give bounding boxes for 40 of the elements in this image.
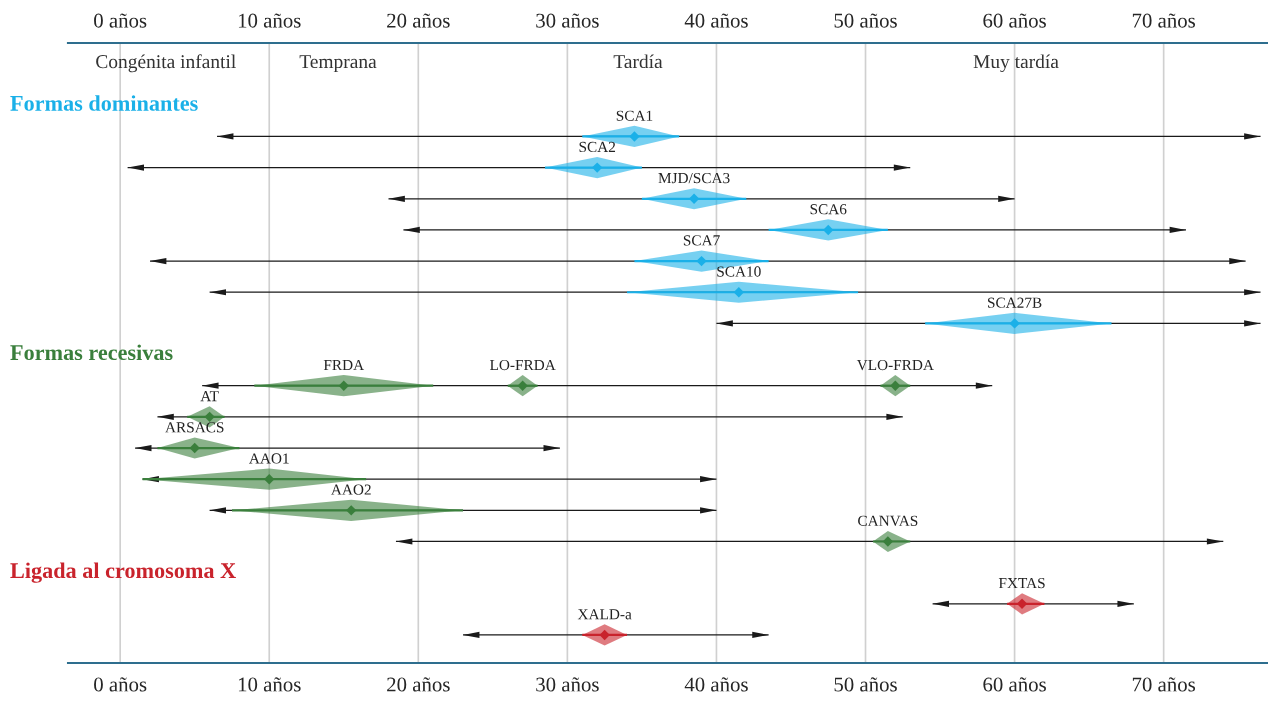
x2-tick-label: 50 años: [834, 13, 897, 28]
series-label: VLO-FRDA: [856, 359, 934, 371]
x2-tick-label: 70 años: [1132, 13, 1196, 28]
x-tick-label: 60 años: [983, 677, 1046, 692]
y-tick-label: AAO2: [331, 484, 371, 495]
x-tick-label: 10 años: [238, 677, 301, 692]
x2-tick-label: 10 años: [238, 13, 301, 28]
text: Ligada al cromosoma X: [10, 562, 236, 583]
x-tick-label: 30 años: [536, 677, 599, 692]
x-tick-label: 40 años: [684, 677, 748, 692]
x2-tick-label: 40 años: [684, 13, 748, 28]
x2-tick-label: 60 años: [983, 13, 1046, 28]
text: Formas dominantes: [10, 95, 198, 111]
x-tick-label: 20 años: [387, 677, 450, 692]
y-tick-label: FRDA: [323, 359, 365, 371]
text: Muy tardía: [973, 54, 1059, 73]
series-label: LO-FRDA: [489, 359, 556, 371]
y-tick-label: SCA6: [810, 204, 847, 215]
x2-tick-label: 30 años: [536, 13, 599, 28]
text: Temprana: [299, 55, 377, 73]
y-tick-label: SCA2: [579, 141, 616, 153]
y-tick-label: ARSACS: [165, 422, 224, 433]
y-tick-label: SCA7: [683, 235, 720, 246]
y-tick-label: AAO1: [249, 453, 289, 464]
y-tick-label: AT: [200, 391, 219, 402]
y-tick-label: SCA27B: [988, 297, 1042, 308]
x-tick-label: 50 años: [834, 677, 897, 692]
text: Congénita infantil: [96, 54, 236, 73]
y-tick-label: XALD-a: [577, 609, 632, 620]
y-tick-label: CANVAS: [858, 515, 918, 527]
text: Formas recesivas: [10, 344, 173, 361]
y-tick-label: SCA1: [616, 110, 653, 121]
y-tick-label: SCA10: [717, 266, 761, 277]
x2-tick-label: 20 años: [387, 13, 450, 28]
y-tick-label: FXTAS: [998, 577, 1045, 589]
x-tick-label: 0 años: [94, 677, 147, 692]
y-tick-label: MJD/SCA3: [658, 172, 730, 184]
x-tick-label: 70 años: [1132, 677, 1196, 692]
text: Tardía: [613, 54, 663, 69]
x2-tick-label: 0 años: [94, 13, 147, 28]
